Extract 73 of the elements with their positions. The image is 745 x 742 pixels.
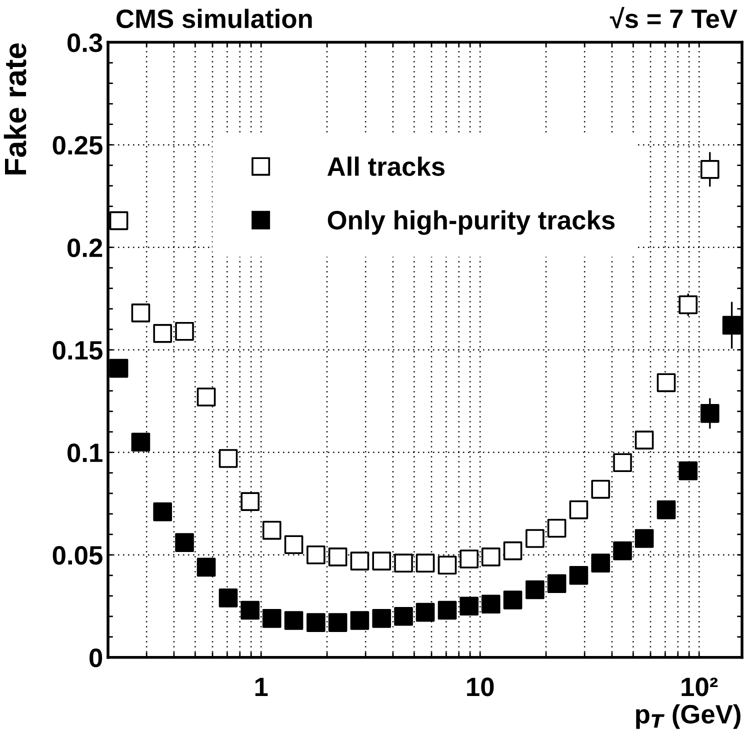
point (591, 554, 610, 573)
point (328, 548, 348, 566)
point (153, 324, 172, 343)
point (547, 574, 566, 594)
point (526, 580, 544, 600)
point (350, 611, 370, 630)
point (306, 613, 326, 632)
y-tick-label: 0.3 (68, 33, 102, 52)
point (394, 554, 413, 573)
point (109, 211, 128, 230)
point (438, 556, 457, 575)
point (569, 566, 588, 585)
point (503, 541, 522, 560)
y-tick-label: 0.1 (68, 444, 102, 462)
point (481, 594, 500, 614)
point (460, 550, 479, 568)
point (481, 548, 500, 566)
point (656, 500, 676, 520)
point (678, 461, 698, 480)
point (131, 432, 150, 452)
point (394, 606, 413, 626)
point (131, 304, 150, 322)
y-axis-title: Fake rate (4, 43, 26, 174)
point (306, 545, 326, 564)
point (547, 518, 566, 538)
x-tick-label: 10² (682, 678, 718, 696)
point (591, 480, 610, 499)
point (416, 602, 435, 622)
point (613, 541, 632, 560)
point (700, 404, 720, 423)
point (503, 590, 522, 610)
point (569, 500, 588, 520)
point (284, 535, 304, 554)
chart-title: CMS simulation (116, 8, 312, 28)
point (262, 609, 282, 628)
point (328, 613, 348, 632)
point (700, 160, 720, 179)
y-tick-label: 0 (90, 648, 102, 668)
point (634, 529, 654, 548)
point (416, 554, 435, 573)
point (722, 316, 742, 335)
point (526, 529, 544, 548)
point (262, 520, 282, 540)
point (284, 611, 304, 630)
y-tick-label: 0.05 (52, 546, 102, 565)
y-tick-label: 0.15 (52, 340, 102, 360)
point (372, 552, 392, 570)
point (218, 588, 238, 608)
point (240, 600, 260, 620)
point (218, 449, 238, 468)
point (175, 322, 194, 341)
point (634, 430, 654, 450)
legend-label: Only high-purity tracks (328, 210, 615, 235)
point (153, 502, 172, 522)
y-tick-label: 0.25 (52, 136, 102, 155)
point (350, 552, 370, 570)
x-axis-title: p$_{T}$ (GeV) (636, 704, 740, 729)
text: √s = 7 TeV (610, 7, 738, 28)
y-tick-label: 0.2 (68, 238, 102, 258)
point (613, 453, 632, 472)
point (109, 358, 128, 378)
point (372, 609, 392, 628)
point (240, 492, 260, 511)
point (678, 295, 698, 314)
x-tick-label: 10 (467, 678, 494, 696)
x-tick-label: 1 (255, 678, 268, 696)
point (196, 388, 216, 406)
point (175, 533, 194, 552)
point (196, 558, 216, 577)
legend-label: All tracks (327, 156, 445, 176)
point (460, 596, 479, 616)
point (438, 600, 457, 620)
point (656, 373, 676, 392)
